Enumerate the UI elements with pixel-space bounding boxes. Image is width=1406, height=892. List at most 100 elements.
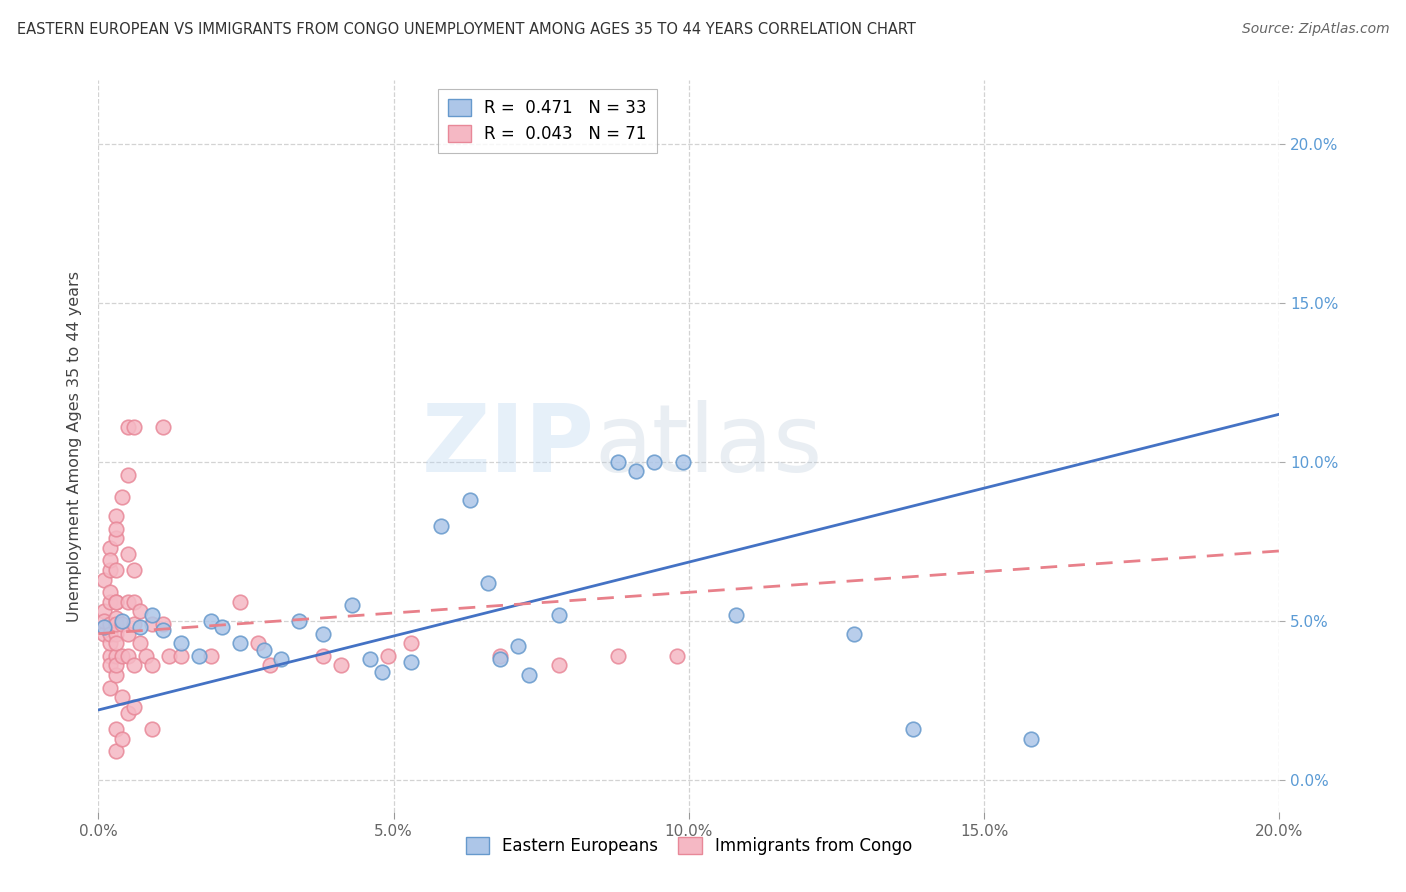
Point — [111, 617, 134, 632]
Point — [105, 658, 128, 673]
Point — [135, 648, 157, 663]
Y-axis label: Unemployment Among Ages 35 to 44 years: Unemployment Among Ages 35 to 44 years — [67, 270, 83, 622]
Point — [117, 467, 139, 482]
Point — [98, 681, 121, 695]
Point — [93, 626, 115, 640]
Point — [200, 614, 222, 628]
Point — [117, 595, 139, 609]
Point — [548, 658, 571, 673]
Point — [98, 585, 121, 599]
Point — [128, 636, 150, 650]
Point — [152, 624, 174, 638]
Point — [259, 658, 281, 673]
Point — [377, 648, 399, 663]
Point — [329, 658, 352, 673]
Point — [312, 626, 335, 640]
Point — [141, 617, 163, 632]
Point — [141, 722, 163, 736]
Point — [122, 699, 145, 714]
Point — [152, 420, 174, 434]
Point — [98, 553, 121, 567]
Point — [105, 744, 128, 758]
Point — [105, 531, 128, 545]
Point — [672, 455, 695, 469]
Point — [288, 614, 311, 628]
Point — [105, 508, 128, 523]
Point — [117, 626, 139, 640]
Point — [105, 626, 128, 640]
Point — [98, 648, 121, 663]
Point — [141, 607, 163, 622]
Point — [128, 604, 150, 618]
Point — [111, 490, 134, 504]
Point — [844, 626, 866, 640]
Point — [122, 563, 145, 577]
Point — [105, 595, 128, 609]
Point — [607, 455, 630, 469]
Point — [117, 648, 139, 663]
Point — [229, 595, 252, 609]
Text: ZIP: ZIP — [422, 400, 595, 492]
Point — [187, 648, 209, 663]
Point — [98, 541, 121, 555]
Point — [111, 731, 134, 746]
Point — [460, 493, 482, 508]
Point — [211, 620, 233, 634]
Point — [98, 617, 121, 632]
Point — [105, 636, 128, 650]
Point — [105, 617, 128, 632]
Point — [98, 595, 121, 609]
Point — [1021, 731, 1043, 746]
Point — [312, 648, 335, 663]
Legend: Eastern Europeans, Immigrants from Congo: Eastern Europeans, Immigrants from Congo — [458, 830, 920, 862]
Point — [548, 607, 571, 622]
Point — [105, 611, 128, 625]
Point — [725, 607, 748, 622]
Point — [253, 642, 276, 657]
Point — [111, 614, 134, 628]
Point — [93, 573, 115, 587]
Point — [122, 617, 145, 632]
Point — [157, 648, 180, 663]
Point — [117, 706, 139, 720]
Point — [152, 617, 174, 632]
Point — [401, 655, 423, 669]
Point — [519, 668, 541, 682]
Point — [117, 420, 139, 434]
Point — [477, 575, 499, 590]
Point — [105, 595, 128, 609]
Point — [105, 522, 128, 536]
Point — [117, 547, 139, 561]
Point — [643, 455, 665, 469]
Point — [105, 722, 128, 736]
Point — [624, 465, 647, 479]
Point — [371, 665, 394, 679]
Point — [111, 648, 134, 663]
Point — [607, 648, 630, 663]
Point — [93, 604, 115, 618]
Point — [200, 648, 222, 663]
Point — [342, 598, 364, 612]
Point — [128, 620, 150, 634]
Point — [122, 658, 145, 673]
Point — [122, 420, 145, 434]
Point — [506, 640, 529, 654]
Point — [122, 595, 145, 609]
Text: EASTERN EUROPEAN VS IMMIGRANTS FROM CONGO UNEMPLOYMENT AMONG AGES 35 TO 44 YEARS: EASTERN EUROPEAN VS IMMIGRANTS FROM CONG… — [17, 22, 915, 37]
Point — [141, 658, 163, 673]
Point — [105, 648, 128, 663]
Point — [430, 518, 453, 533]
Point — [98, 563, 121, 577]
Point — [489, 652, 512, 666]
Point — [170, 648, 193, 663]
Point — [229, 636, 252, 650]
Point — [93, 620, 115, 634]
Point — [359, 652, 381, 666]
Point — [246, 636, 269, 650]
Point — [666, 648, 689, 663]
Point — [98, 636, 121, 650]
Point — [105, 668, 128, 682]
Text: Source: ZipAtlas.com: Source: ZipAtlas.com — [1241, 22, 1389, 37]
Point — [401, 636, 423, 650]
Point — [170, 636, 193, 650]
